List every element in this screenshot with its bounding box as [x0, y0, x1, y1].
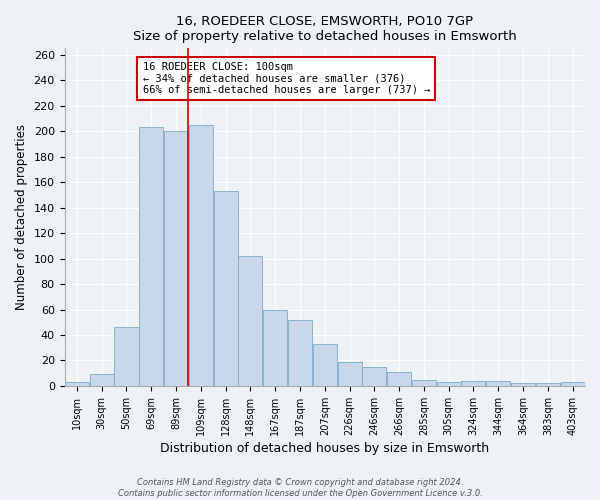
Bar	[338, 362, 362, 386]
Title: 16, ROEDEER CLOSE, EMSWORTH, PO10 7GP
Size of property relative to detached hous: 16, ROEDEER CLOSE, EMSWORTH, PO10 7GP Si…	[133, 15, 517, 43]
Bar	[437, 382, 461, 386]
Bar	[139, 128, 163, 386]
Bar	[536, 384, 560, 386]
Bar	[461, 381, 485, 386]
Bar	[362, 367, 386, 386]
Bar	[560, 382, 584, 386]
Bar	[189, 125, 213, 386]
Text: 16 ROEDEER CLOSE: 100sqm
← 34% of detached houses are smaller (376)
66% of semi-: 16 ROEDEER CLOSE: 100sqm ← 34% of detach…	[143, 62, 430, 95]
Bar	[214, 191, 238, 386]
Bar	[387, 372, 411, 386]
Y-axis label: Number of detached properties: Number of detached properties	[15, 124, 28, 310]
Bar	[313, 344, 337, 386]
Bar	[288, 320, 312, 386]
X-axis label: Distribution of detached houses by size in Emsworth: Distribution of detached houses by size …	[160, 442, 490, 455]
Bar	[115, 328, 139, 386]
Text: Contains HM Land Registry data © Crown copyright and database right 2024.
Contai: Contains HM Land Registry data © Crown c…	[118, 478, 482, 498]
Bar	[486, 381, 510, 386]
Bar	[89, 374, 114, 386]
Bar	[511, 384, 535, 386]
Bar	[164, 131, 188, 386]
Bar	[412, 380, 436, 386]
Bar	[65, 382, 89, 386]
Bar	[238, 256, 262, 386]
Bar	[263, 310, 287, 386]
